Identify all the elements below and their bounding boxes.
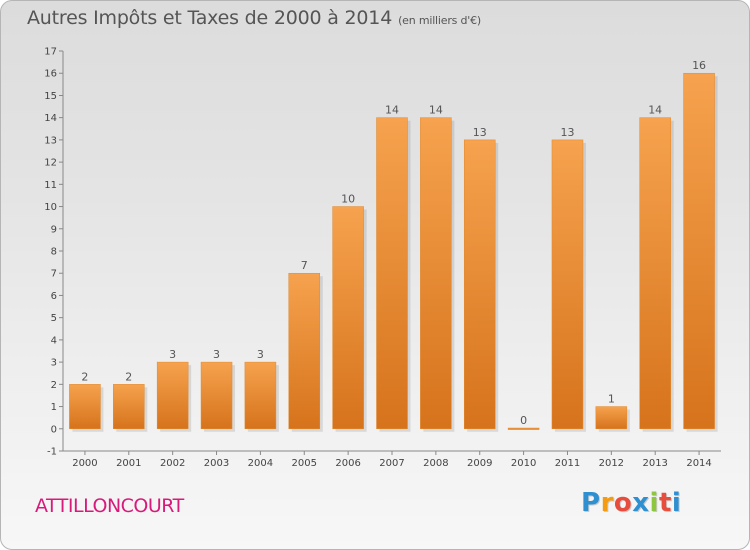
bar — [332, 206, 364, 430]
logo-letter: t — [658, 488, 672, 518]
chart-title-unit: (en milliers d'€) — [398, 14, 481, 27]
x-tick-label: 2000 — [72, 458, 97, 469]
y-tick-label: 2 — [51, 380, 57, 391]
bar-value-label: 2 — [125, 370, 132, 383]
bar-value-label: 3 — [169, 348, 176, 361]
logo-letter: i — [671, 488, 682, 518]
labels-layer: 2 2 3 3 3 7 10 14 14 13 0 13 1 14 16 — [81, 59, 706, 427]
bar-value-label: 2 — [81, 370, 88, 383]
y-tick-label: 6 — [51, 291, 57, 302]
bar-value-label: 10 — [341, 193, 355, 206]
y-tick-label: 13 — [44, 135, 57, 146]
bar — [507, 427, 540, 430]
y-tick-label: 14 — [44, 113, 57, 124]
bar-value-label: 1 — [608, 393, 615, 406]
logo-letter: i — [649, 488, 659, 518]
y-tick-label: 11 — [44, 180, 57, 191]
bars-layer — [69, 72, 718, 432]
x-tick-label: 2003 — [204, 458, 229, 469]
x-tick-label: 2007 — [379, 458, 404, 469]
x-tick-label: 2014 — [686, 458, 711, 469]
bar-value-label: 16 — [692, 59, 706, 72]
bar-value-label: 14 — [429, 104, 443, 117]
y-tick-label: 10 — [44, 202, 57, 213]
bar — [639, 117, 671, 430]
chart-title-text: Autres Impôts et Taxes de 2000 à 2014 — [27, 7, 393, 29]
bar-value-label: 13 — [560, 126, 574, 139]
proxiti-logo: Proxiti — [581, 488, 681, 518]
logo-letter: o — [613, 488, 633, 518]
bar — [288, 272, 321, 430]
bar — [156, 361, 189, 430]
commune-name: ATTILLONCOURT — [35, 495, 184, 517]
bar-value-label: 14 — [648, 104, 662, 117]
bar-value-label: 7 — [301, 259, 308, 272]
x-tick-label: 2006 — [335, 458, 360, 469]
bar-value-label: 13 — [473, 126, 487, 139]
x-tick-label: 2008 — [423, 458, 448, 469]
y-tick-label: 1 — [51, 402, 57, 413]
y-tick-label: 0 — [51, 424, 57, 435]
logo-letter: P — [581, 488, 601, 518]
y-tick-label: 16 — [44, 69, 57, 80]
y-tick-label: 17 — [44, 47, 57, 58]
logo-letter: r — [600, 488, 614, 518]
y-tick-label: 12 — [44, 158, 57, 169]
x-tick-label: 2012 — [599, 458, 624, 469]
y-tick-label: 7 — [51, 269, 57, 280]
bar — [683, 72, 715, 430]
bar-value-label: 0 — [520, 414, 527, 427]
bar — [113, 384, 145, 430]
bar — [376, 117, 408, 430]
bar-value-label: 3 — [257, 348, 264, 361]
x-tick-label: 2013 — [642, 458, 667, 469]
chart-title: Autres Impôts et Taxes de 2000 à 2014 (en… — [27, 7, 481, 29]
bar — [463, 139, 496, 430]
y-tick-label: 3 — [51, 358, 57, 369]
y-tick-label: 4 — [51, 335, 57, 346]
bar — [244, 361, 277, 430]
x-tick-label: 2005 — [292, 458, 317, 469]
y-tick-label: 5 — [51, 313, 57, 324]
x-tick-label: 2001 — [116, 458, 141, 469]
bar — [200, 361, 233, 430]
bar — [551, 139, 584, 430]
bar-value-label: 14 — [385, 104, 399, 117]
y-tick-label: 15 — [44, 91, 57, 102]
bar-value-label: 3 — [213, 348, 220, 361]
y-tick-label: -1 — [47, 447, 57, 458]
y-tick-label: 8 — [51, 247, 57, 258]
y-tick-label: 9 — [51, 224, 57, 235]
x-tick-label: 2002 — [160, 458, 185, 469]
x-tick-label: 2010 — [511, 458, 536, 469]
logo-letter: x — [632, 488, 650, 518]
bar — [420, 117, 452, 430]
x-tick-label: 2009 — [467, 458, 492, 469]
bar — [69, 384, 101, 430]
x-tick-label: 2004 — [248, 458, 273, 469]
bar — [595, 406, 628, 430]
x-tick-label: 2011 — [555, 458, 580, 469]
